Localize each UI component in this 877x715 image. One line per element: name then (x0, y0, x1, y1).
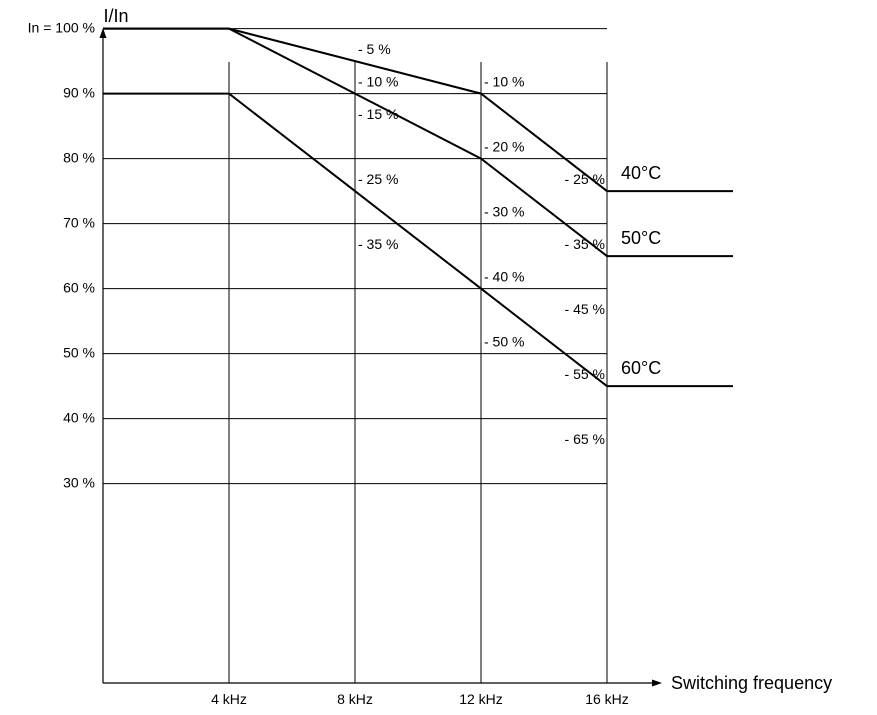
annotation-5: - 10 % (484, 73, 524, 89)
y-tick-label-70: 70 % (63, 214, 95, 230)
y-tick-label-60: 60 % (63, 279, 95, 295)
annotation-3: - 25 % (358, 171, 398, 187)
series-layer: 40°C 50°C 60°C (103, 29, 733, 387)
x-tick-label-12: 12 kHz (459, 691, 503, 707)
annotation-2: - 15 % (358, 106, 398, 122)
x-tick-label-4: 4 kHz (211, 691, 247, 707)
y-tick-label-80: 80 % (63, 149, 95, 165)
x-tick-label-8: 8 kHz (337, 691, 373, 707)
y-tick-label-40: 40 % (63, 409, 95, 425)
series-label-40-c: 40°C (621, 163, 661, 183)
axes-layer: I/In Switching frequency (100, 6, 833, 693)
annotation-4: - 35 % (358, 236, 398, 252)
annotation-6: - 20 % (484, 138, 524, 154)
y-tick-label-90: 90 % (63, 84, 95, 100)
annotation-10: - 25 % (565, 171, 605, 187)
y-tick-label-50: 50 % (63, 344, 95, 360)
x-axis-arrow-icon (652, 680, 662, 687)
annotation-14: - 65 % (565, 431, 605, 447)
annotation-7: - 30 % (484, 203, 524, 219)
y-axis-title: I/In (103, 6, 128, 26)
x-tick-label-16: 16 kHz (585, 691, 629, 707)
y-tick-label-100: In = 100 % (28, 19, 95, 35)
x-axis-title: Switching frequency (671, 673, 832, 693)
annotation-9: - 50 % (484, 333, 524, 349)
ticks-layer: In = 100 % 90 % 80 % 70 % 60 % 50 % 40 % 30 % 4 … (28, 19, 629, 707)
annotation-0: - 5 % (358, 41, 391, 57)
series-label-60-c: 60°C (621, 358, 661, 378)
annotation-11: - 35 % (565, 236, 605, 252)
annotation-1: - 10 % (358, 73, 398, 89)
series-label-50-c: 50°C (621, 228, 661, 248)
y-tick-label-30: 30 % (63, 474, 95, 490)
annotation-12: - 45 % (565, 301, 605, 317)
annotation-8: - 40 % (484, 268, 524, 284)
grid-layer (103, 29, 607, 683)
series-line-50-c (103, 29, 733, 257)
annotation-13: - 55 % (565, 366, 605, 382)
